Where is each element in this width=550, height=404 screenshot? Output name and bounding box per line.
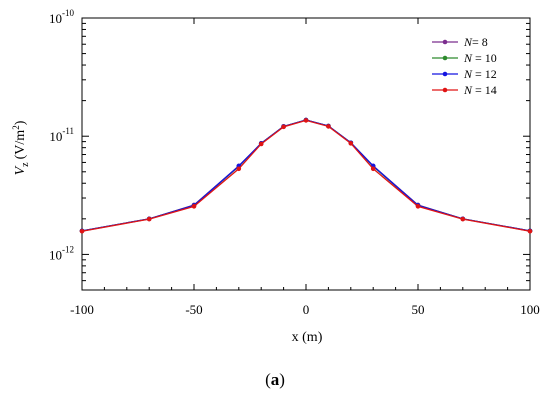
series-group (79, 117, 533, 234)
axes (81, 17, 531, 291)
legend-marker-1 (442, 39, 448, 45)
y-axis-label-unit-sup: 2 (11, 125, 21, 130)
y-tick-base: 10 (49, 129, 62, 144)
y-axis-label-unit: (V/m (13, 130, 28, 160)
series-point-4 (281, 124, 286, 130)
x-tick-label: 0 (303, 302, 310, 317)
y-tick-base: 10 (49, 11, 62, 26)
legend-label-1: N= 8 (463, 35, 488, 49)
y-tick-base: 10 (49, 247, 62, 262)
x-ticks: -100 -50 0 50 100 (70, 18, 540, 317)
series-line-1 (81, 119, 531, 232)
legend-label-rest: = 8 (472, 35, 488, 49)
y-axis-label-main: V (13, 165, 28, 175)
legend-label-rest: = 12 (472, 67, 497, 81)
series-point-4 (79, 228, 85, 234)
series-point-4 (303, 118, 309, 123)
legend-label-italic: N (463, 83, 473, 97)
caption-open: ( (265, 370, 271, 389)
y-tick-exponent: -10 (62, 8, 74, 18)
caption-letter: a (270, 370, 280, 389)
series-point-4 (460, 216, 466, 222)
x-tick-label: 50 (412, 302, 425, 317)
legend-label-2: N = 10 (463, 51, 497, 65)
series-point-4 (370, 166, 376, 172)
series-point-4 (146, 216, 152, 222)
series-point-4 (191, 204, 197, 209)
y-tick-label: 10-10 (49, 8, 74, 26)
series-point-4 (348, 141, 354, 146)
y-axis-label: Vz (V/m2) (11, 120, 31, 175)
series-point-4 (415, 204, 421, 209)
legend-label-4: N = 14 (463, 83, 497, 97)
series-point-4 (236, 166, 242, 172)
x-axis-label: x (m) (292, 330, 323, 345)
legend-label-italic: N (463, 67, 473, 81)
series-line-3 (81, 119, 531, 232)
y-tick-label: 10-12 (49, 244, 74, 262)
y-axis-label-unit-close: ) (13, 120, 28, 125)
caption-close: ) (279, 370, 285, 389)
legend-marker-2 (442, 55, 448, 61)
legend-label-3: N = 12 (463, 67, 497, 81)
series-line-2 (81, 119, 531, 232)
legend-label-rest: = 14 (472, 83, 497, 97)
series-point-4 (527, 228, 533, 234)
legend-label-rest: = 10 (472, 51, 497, 65)
series-point-4 (258, 141, 264, 147)
legend-marker-4 (442, 87, 448, 93)
x-tick-label: -50 (185, 302, 202, 317)
series-point-4 (326, 124, 331, 129)
legend-label-italic: N (463, 51, 473, 65)
figure-caption: (a) (0, 370, 550, 390)
plot-frame (81, 17, 531, 291)
series-line-4 (81, 119, 531, 232)
legend-label-italic: N (463, 35, 473, 49)
x-tick-label: 100 (520, 302, 540, 317)
legend-marker-3 (442, 71, 448, 77)
y-tick-label: 10-11 (49, 126, 74, 144)
y-axis-label-sub: z (20, 162, 31, 167)
legend: N= 8N = 10N = 12N = 14 (432, 35, 497, 97)
y-tick-exponent: -11 (62, 126, 74, 136)
y-tick-exponent: -12 (62, 244, 74, 254)
x-tick-label: -100 (70, 302, 94, 317)
